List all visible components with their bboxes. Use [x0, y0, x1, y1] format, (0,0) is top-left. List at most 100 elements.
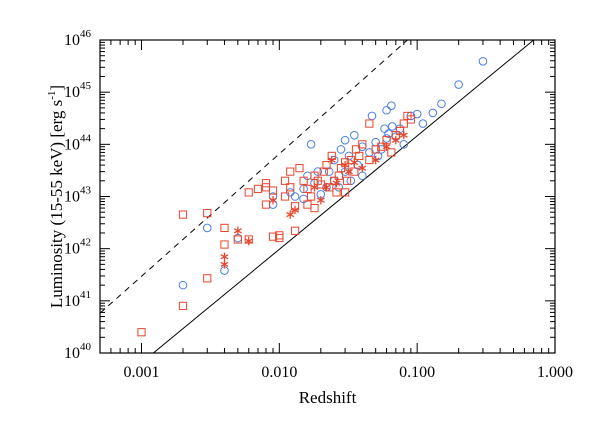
y-tick-label: 1040 — [64, 341, 92, 362]
solid-reference-line — [152, 40, 534, 353]
square-point — [350, 167, 359, 176]
circle-point — [371, 137, 380, 147]
square-point — [365, 155, 374, 165]
circle-point — [334, 183, 344, 192]
circle-point — [478, 57, 488, 66]
square-point — [342, 176, 352, 185]
y-axis-label-close: ] — [47, 85, 66, 91]
square-point — [295, 164, 304, 173]
square-point — [306, 192, 316, 201]
circle-point — [358, 171, 367, 181]
circle-point — [324, 167, 334, 176]
square-point — [280, 176, 290, 185]
x-axis-label: Redshift — [299, 388, 357, 407]
circle-point — [306, 140, 316, 149]
circle-point — [418, 119, 428, 128]
square-point — [387, 148, 396, 157]
square-point — [299, 176, 308, 185]
asterisk-point — [220, 252, 229, 261]
circle-point — [350, 130, 359, 140]
square-point — [340, 188, 350, 197]
asterisk-point — [341, 160, 350, 170]
square-point — [310, 203, 319, 213]
circle-point — [340, 135, 350, 145]
square-point — [203, 274, 212, 283]
circle-point — [428, 108, 438, 118]
y-axis-label-main: Luminosity (15-55 keV) [erg s — [47, 100, 66, 308]
circle-point — [437, 99, 446, 109]
square-point — [399, 119, 408, 128]
square-point — [244, 188, 253, 197]
asterisk-point — [391, 136, 400, 145]
circle-point — [382, 105, 391, 115]
square-point — [322, 160, 331, 170]
square-point — [220, 223, 229, 233]
asterisk-point — [291, 205, 299, 215]
x-tick-label: 0.010 — [261, 364, 297, 381]
square-point — [220, 240, 229, 249]
asterisk-point — [371, 155, 380, 165]
circle-point — [202, 223, 212, 233]
asterisk-point — [399, 130, 408, 140]
circle-point — [178, 280, 188, 290]
square-point — [261, 183, 271, 192]
dashed-reference-line — [100, 40, 408, 314]
plot-frame — [99, 39, 556, 354]
asterisk-point — [344, 167, 353, 176]
ticks-layer: 0.001 0.010 0.100 1.000 1040 1041 1042 1043 1044… — [64, 28, 573, 381]
circle-point — [387, 122, 397, 131]
square-point — [261, 179, 271, 188]
asterisk-point — [332, 178, 341, 188]
asterisk-point — [310, 183, 319, 192]
y-tick-label: 1042 — [64, 237, 91, 258]
square-point — [365, 119, 374, 128]
data-layer — [100, 40, 534, 353]
circle-point — [380, 124, 389, 133]
asterisk-point — [244, 236, 253, 246]
square-point — [371, 145, 380, 154]
circle-point — [290, 192, 300, 201]
asterisk-point — [358, 163, 367, 173]
circle-point — [454, 80, 463, 89]
x-tick-label: 0.001 — [123, 364, 159, 381]
circle-point — [373, 151, 383, 161]
y-tick-label: 1046 — [64, 28, 92, 49]
circle-point — [336, 145, 346, 154]
circle-point — [412, 109, 422, 119]
square-point — [178, 210, 188, 219]
asterisk-point — [233, 226, 242, 236]
circle-point — [285, 188, 295, 197]
square-point — [316, 180, 325, 189]
square-point — [332, 188, 341, 197]
y-tick-label: 1045 — [64, 80, 92, 101]
x-tick-label: 1.000 — [537, 364, 573, 381]
square-point — [280, 192, 290, 201]
square-point — [319, 167, 328, 176]
circle-point — [387, 101, 396, 111]
square-point — [406, 115, 415, 124]
y-axis-label-sup: -1 — [46, 91, 58, 100]
y-axis-label: Luminosity (15-55 keV) [erg s-1] — [46, 85, 66, 308]
asterisk-point — [269, 195, 277, 205]
circle-point — [233, 233, 243, 243]
square-point — [268, 186, 278, 195]
square-point — [358, 140, 367, 149]
y-tick-label: 1041 — [64, 289, 91, 310]
x-tick-label: 0.100 — [399, 364, 435, 381]
square-point — [233, 235, 242, 244]
square-point — [137, 328, 146, 337]
asterisk-point — [350, 158, 359, 167]
square-point — [268, 232, 278, 241]
asterisk-point — [220, 260, 229, 269]
square-point — [178, 301, 188, 310]
circle-point — [382, 134, 391, 143]
square-point — [253, 184, 263, 193]
square-point — [203, 209, 212, 218]
asterisk-point — [316, 195, 325, 205]
asterisk-point — [327, 155, 336, 165]
square-point — [290, 226, 300, 235]
square-point — [377, 142, 386, 151]
asterisk-point — [322, 183, 331, 192]
circle-point — [367, 111, 377, 121]
